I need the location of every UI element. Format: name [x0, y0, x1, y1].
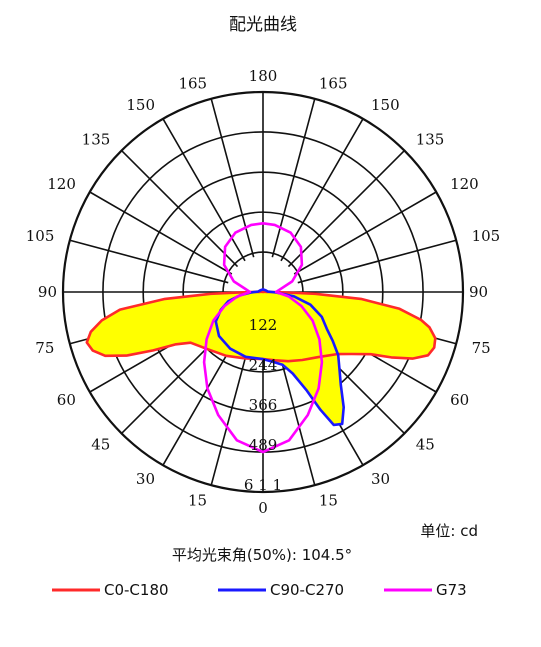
grid-spoke-210 [162, 118, 246, 262]
angle-label-right-90: 90 [469, 283, 488, 301]
legend-item-g73: G73 [384, 581, 467, 599]
grid-spoke-255 [69, 239, 229, 284]
legend-item-c0-c180: C0-C180 [52, 581, 169, 599]
angle-label-left-90: 90 [38, 283, 57, 301]
chart-title: 配光曲线 [229, 15, 297, 35]
unit-label: 单位: cd [420, 522, 478, 540]
angle-label-right-120: 120 [450, 175, 479, 193]
grid-spoke-120 [293, 191, 437, 275]
angle-label-left-30: 30 [136, 470, 155, 488]
angle-label-right-150: 150 [371, 96, 400, 114]
radial-tick-label-611: 6 1 1 [244, 476, 282, 494]
radial-tick-labels: 122 244 366 489 6 1 1 [244, 316, 282, 494]
angle-label-right-45: 45 [416, 436, 435, 454]
grid-spoke-135 [287, 150, 405, 268]
angle-label-right-105: 105 [472, 227, 501, 245]
angle-label-left-0: 0 [258, 499, 268, 517]
angle-label-right-75: 75 [472, 339, 491, 357]
angle-label-left-180: 180 [249, 67, 278, 85]
angle-labels: 0 15 30 45 60 75 90 105 120 135 150 165 180 15 30 45 60 7… [26, 67, 500, 517]
legend: C0-C180 C90-C270 G73 [52, 581, 467, 599]
series-line-c0-c180 [85, 290, 437, 363]
angle-label-left-150: 150 [126, 96, 155, 114]
grid-spoke-165 [271, 98, 316, 258]
legend-label-g73: G73 [436, 581, 467, 599]
angle-label-left-60: 60 [57, 391, 76, 409]
radial-tick-label-366: 366 [249, 396, 278, 414]
angle-label-left-105: 105 [26, 227, 55, 245]
grid-spoke-225 [121, 150, 239, 268]
angle-label-right-60: 60 [450, 391, 469, 409]
beam-angle-label: 平均光束角(50%): 104.5° [172, 546, 352, 564]
angle-label-left-75: 75 [35, 339, 54, 357]
series-fill-c90-c270 [215, 289, 344, 425]
angle-label-right-165: 165 [319, 74, 348, 92]
radial-tick-label-489: 489 [249, 436, 278, 454]
angle-label-right-135: 135 [416, 130, 445, 148]
series-line-layer [85, 222, 437, 454]
angle-label-right-30: 30 [371, 470, 390, 488]
grid-spoke-150 [280, 118, 364, 262]
radial-tick-label-244: 244 [249, 356, 278, 374]
angle-label-left-135: 135 [82, 130, 111, 148]
angle-label-left-165: 165 [178, 74, 207, 92]
grid-spoke-105 [297, 239, 457, 284]
angle-label-left-15: 15 [188, 492, 207, 510]
radial-tick-label-122: 122 [249, 316, 278, 334]
legend-label-c90-c270: C90-C270 [270, 581, 344, 599]
legend-label-c0-c180: C0-C180 [104, 581, 169, 599]
angle-label-left-120: 120 [47, 175, 76, 193]
series-line-g73 [202, 222, 324, 454]
angle-label-left-45: 45 [91, 436, 110, 454]
legend-item-c90-c270: C90-C270 [218, 581, 344, 599]
angle-label-right-15: 15 [319, 492, 338, 510]
grid-spoke-240 [89, 191, 233, 275]
grid-spoke-195 [210, 98, 255, 258]
